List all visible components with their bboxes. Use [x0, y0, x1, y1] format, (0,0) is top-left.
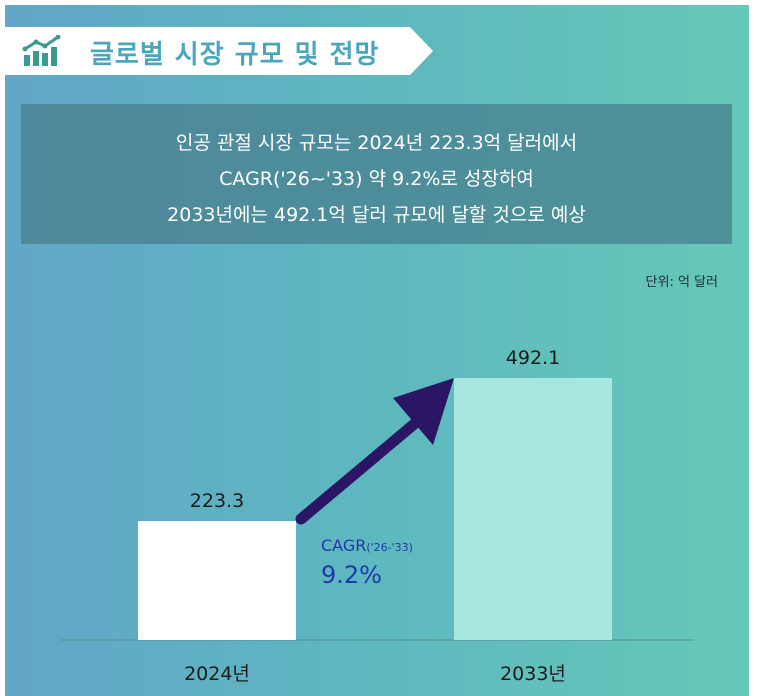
growth-arrow-icon: [295, 378, 454, 525]
cagr-annotation-label: CAGR('26-'33): [321, 536, 413, 555]
cagr-period-text: ('26-'33): [366, 541, 413, 554]
category-label-2024: 2024년: [184, 663, 250, 685]
bar-2033: [454, 378, 612, 640]
bar-chart-trend-icon: [22, 35, 61, 66]
unit-label: 단위: 억 달러: [645, 275, 718, 290]
summary-line-3: 2033년에는 492.1억 달러 규모에 달할 것으로 예상: [167, 204, 586, 226]
category-label-2033: 2033년: [500, 663, 566, 685]
summary-line-1: 인공 관절 시장 규모는 2024년 223.3억 달러에서: [175, 132, 578, 154]
summary-box: 인공 관절 시장 규모는 2024년 223.3억 달러에서 CAGR('26~…: [21, 104, 732, 244]
bar-2024: [138, 521, 296, 640]
bar-chart: 223.3 492.1 2024년 2033년: [61, 347, 694, 685]
bar-value-2024: 223.3: [190, 490, 244, 512]
title-banner: 글로벌 시장 규모 및 전망: [5, 27, 435, 75]
infographic-panel: 글로벌 시장 규모 및 전망 인공 관절 시장 규모는 2024년 223.3억…: [5, 5, 749, 696]
cagr-annotation-value: 9.2%: [321, 561, 382, 589]
bar-value-2033: 492.1: [506, 347, 560, 369]
page-title: 글로벌 시장 규모 및 전망: [90, 40, 380, 70]
summary-line-2: CAGR('26~'33) 약 9.2%로 성장하여: [219, 168, 534, 190]
cagr-label-text: CAGR: [321, 536, 367, 555]
title-banner-shape: [5, 27, 433, 75]
